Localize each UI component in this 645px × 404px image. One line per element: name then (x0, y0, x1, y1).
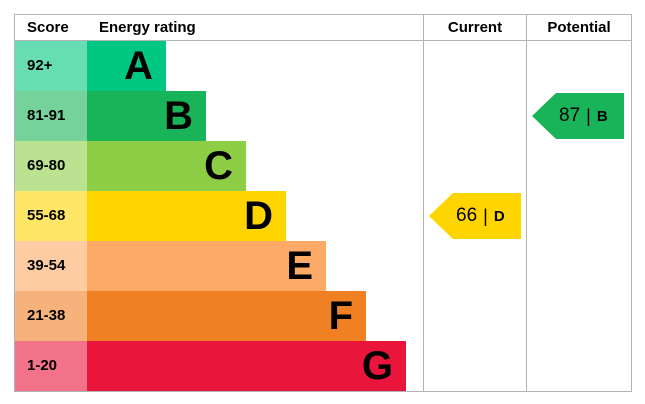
score-range-f: 21-38 (15, 291, 87, 341)
current-cell-d: 66 | D (423, 191, 526, 241)
potential-cell-a (526, 41, 631, 91)
potential-rating-arrow: 87 | B (532, 93, 624, 139)
band-bar-b: B (87, 91, 206, 141)
table-header: Score Energy rating Current Potential (15, 15, 631, 41)
band-letter-a: A (124, 44, 153, 88)
rating-cell-a: A (87, 41, 423, 91)
potential-cell-e (526, 241, 631, 291)
potential-score-value: 87 (559, 105, 581, 126)
current-score-value: 66 (456, 205, 478, 226)
band-bar-e: E (87, 241, 326, 291)
band-letter-d: D (244, 194, 273, 238)
current-rating-arrow: 66 | D (429, 193, 521, 239)
current-cell-a (423, 41, 526, 91)
header-energy-rating: Energy rating (99, 19, 196, 36)
band-row-a: 92+ A (15, 41, 631, 91)
band-letter-c: C (204, 144, 233, 188)
current-cell-c (423, 141, 526, 191)
score-range-b: 81-91 (15, 91, 87, 141)
band-row-d: 55-68 D 66 | D (15, 191, 631, 241)
score-range-d: 55-68 (15, 191, 87, 241)
current-cell-b (423, 91, 526, 141)
band-bar-a: A (87, 41, 166, 91)
score-range-g: 1-20 (15, 341, 87, 391)
header-potential: Potential (526, 15, 631, 40)
rating-cell-e: E (87, 241, 423, 291)
rating-cell-c: C (87, 141, 423, 191)
band-bar-c: C (87, 141, 246, 191)
rating-cell-g: G (87, 341, 423, 391)
current-cell-e (423, 241, 526, 291)
potential-cell-f (526, 291, 631, 341)
band-row-e: 39-54 E (15, 241, 631, 291)
band-row-b: 81-91 B 87 | B (15, 91, 631, 141)
score-range-e: 39-54 (15, 241, 87, 291)
band-letter-e: E (286, 244, 313, 288)
band-bar-f: F (87, 291, 366, 341)
current-divider: | (483, 205, 488, 226)
potential-cell-b: 87 | B (526, 91, 631, 141)
potential-cell-g (526, 341, 631, 391)
current-band-letter: D (493, 207, 505, 225)
current-cell-g (423, 341, 526, 391)
band-bar-g: G (87, 341, 406, 391)
bands-container: 92+ A 81-91 B 87 | B 69-80 C 55-68 D 66 | D 39-54 E 21-3… (15, 41, 631, 391)
band-bar-d: D (87, 191, 286, 241)
current-cell-f (423, 291, 526, 341)
rating-cell-f: F (87, 291, 423, 341)
header-current: Current (423, 15, 526, 40)
band-letter-b: B (164, 94, 193, 138)
band-row-c: 69-80 C (15, 141, 631, 191)
potential-divider: | (586, 105, 591, 126)
potential-cell-d (526, 191, 631, 241)
rating-cell-b: B (87, 91, 423, 141)
potential-cell-c (526, 141, 631, 191)
header-score: Score (27, 19, 69, 36)
score-range-c: 69-80 (15, 141, 87, 191)
rating-cell-d: D (87, 191, 423, 241)
band-row-g: 1-20 G (15, 341, 631, 391)
band-letter-g: G (361, 344, 393, 388)
band-row-f: 21-38 F (15, 291, 631, 341)
epc-rating-table: Score Energy rating Current Potential 92… (14, 14, 632, 392)
potential-band-letter: B (596, 107, 608, 125)
band-letter-f: F (328, 294, 353, 338)
score-range-a: 92+ (15, 41, 87, 91)
